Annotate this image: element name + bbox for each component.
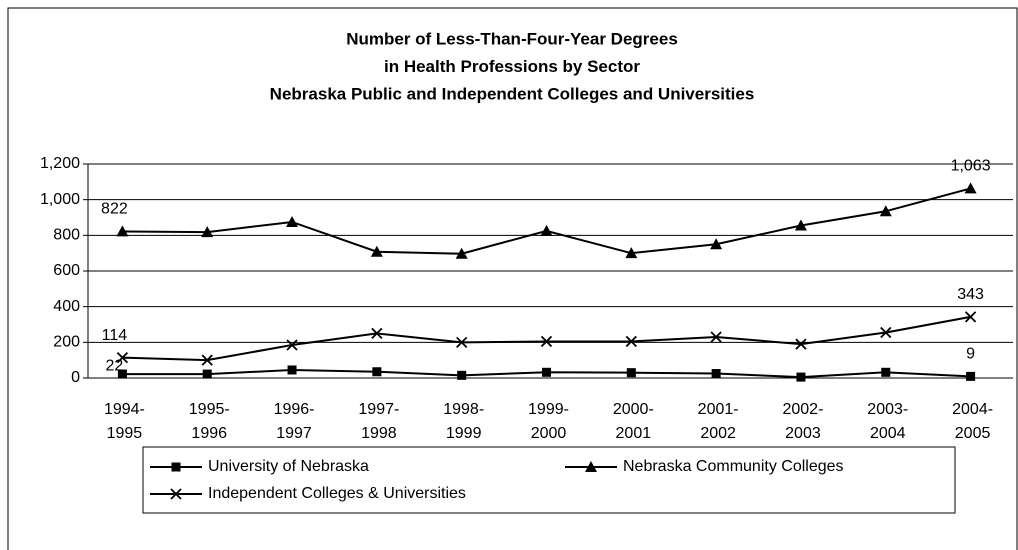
data-label: 822 <box>101 201 128 218</box>
x-tick-label: 1995- <box>189 401 230 418</box>
marker <box>457 370 467 380</box>
x-tick-label: 1996- <box>274 401 315 418</box>
marker <box>879 205 892 217</box>
marker <box>964 311 977 323</box>
marker <box>794 219 807 231</box>
marker <box>585 461 597 472</box>
marker <box>710 238 723 250</box>
marker <box>170 488 182 500</box>
x-tick-label: 1997 <box>276 425 312 442</box>
y-tick-label: 200 <box>53 334 80 351</box>
marker <box>795 338 807 350</box>
chart-title: Number of Less-Than-Four-Year Degrees <box>346 29 678 48</box>
marker <box>540 335 553 348</box>
x-tick-label: 1997- <box>358 401 399 418</box>
x-tick-label: 1996 <box>191 425 227 442</box>
x-tick-label: 2000- <box>613 401 654 418</box>
marker <box>626 368 636 378</box>
marker <box>542 367 551 377</box>
marker <box>540 224 553 236</box>
y-tick-label: 600 <box>53 262 80 279</box>
marker <box>455 247 468 259</box>
y-tick-label: 400 <box>53 298 80 315</box>
x-tick-label: 2005 <box>955 425 991 442</box>
legend-label: Independent Colleges & Universities <box>208 485 466 502</box>
chart-title: Nebraska Public and Independent Colleges… <box>270 84 755 103</box>
marker <box>372 367 382 377</box>
marker <box>286 215 299 227</box>
marker <box>201 354 213 366</box>
y-tick-label: 0 <box>71 369 80 386</box>
x-tick-label: 1998- <box>443 401 484 418</box>
x-tick-label: 1999- <box>528 401 569 418</box>
data-label: 343 <box>957 286 984 303</box>
marker <box>964 182 977 194</box>
marker <box>116 352 129 364</box>
data-label: 114 <box>102 327 128 344</box>
legend-label: Nebraska Community Colleges <box>623 458 844 475</box>
marker <box>881 367 891 377</box>
marker <box>710 331 722 343</box>
x-tick-label: 2000 <box>531 425 567 442</box>
legend-label: University of Nebraska <box>208 458 369 475</box>
y-tick-label: 800 <box>53 227 80 244</box>
marker <box>796 372 806 382</box>
y-tick-label: 1,000 <box>40 191 80 208</box>
marker <box>286 339 298 351</box>
x-tick-label: 2002 <box>700 425 736 442</box>
x-tick-label: 1999 <box>446 425 482 442</box>
data-label: 9 <box>966 346 975 363</box>
x-tick-label: 1995 <box>107 425 143 442</box>
x-tick-label: 2001 <box>616 425 652 442</box>
x-tick-label: 2004- <box>952 401 993 418</box>
marker <box>201 226 214 238</box>
y-tick-label: 1,200 <box>40 155 80 172</box>
x-tick-label: 2003 <box>785 425 821 442</box>
data-label: 1,063 <box>951 158 991 175</box>
x-tick-label: 2004 <box>870 425 906 442</box>
x-tick-label: 2001- <box>698 401 739 418</box>
x-tick-label: 1998 <box>361 425 397 442</box>
marker <box>625 247 638 259</box>
marker <box>456 336 468 348</box>
marker <box>202 369 212 379</box>
marker <box>966 371 976 381</box>
marker <box>117 369 127 379</box>
legend-box <box>142 446 956 514</box>
x-tick-label: 2002- <box>782 401 823 418</box>
marker <box>371 327 383 340</box>
marker <box>116 225 129 237</box>
chart-title: in Health Professions by Sector <box>384 57 640 76</box>
x-tick-label: 2003- <box>867 401 908 418</box>
x-tick-label: 1994- <box>104 401 145 418</box>
marker <box>171 462 181 472</box>
marker <box>880 326 892 339</box>
marker <box>287 365 297 375</box>
marker <box>625 335 637 348</box>
marker <box>711 369 721 379</box>
marker <box>370 245 383 257</box>
